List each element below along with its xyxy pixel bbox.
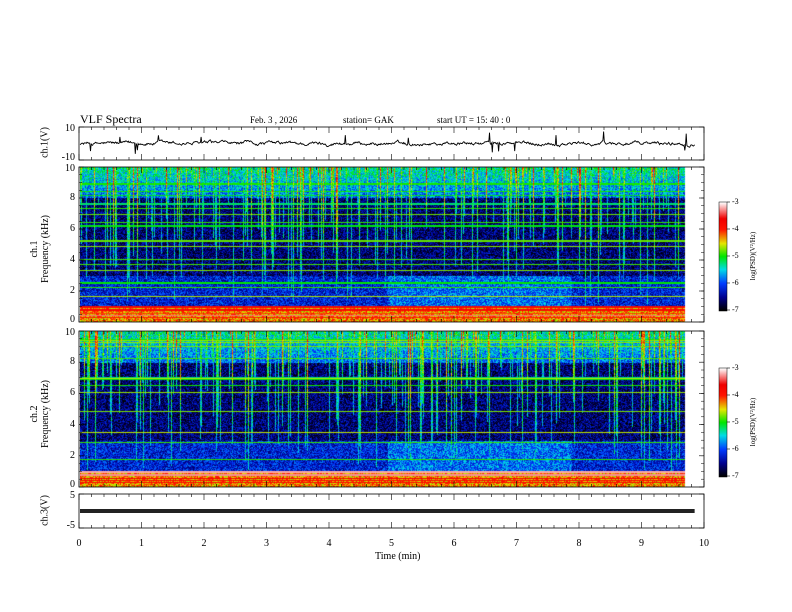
colorbar-tick-label: -4	[732, 224, 739, 233]
colorbar-tick-label: -3	[732, 197, 739, 206]
ch1-spectrogram	[80, 167, 694, 322]
ch1-colorbar	[719, 202, 727, 311]
station-label: station= GAK	[343, 115, 394, 125]
x-tick-label: 5	[389, 538, 394, 549]
ch2-spec-ylabel: ch.2 Frequency (kHz)	[29, 364, 51, 464]
ch1-colorbar-label: log(PSD)(V²/Hz)	[749, 231, 757, 281]
ch2-spectrogram	[80, 331, 694, 487]
colorbar-tick-label: -5	[732, 417, 739, 426]
ch2-spectrogram-y-tick-label: 6	[70, 387, 75, 399]
colorbar-frame	[718, 201, 728, 312]
x-tick-label: 0	[76, 538, 82, 549]
ch1-spectrogram-y-tick-label: 4	[70, 254, 75, 265]
colorbar-tick-label: -7	[732, 305, 739, 314]
ch1-waveform-y-tick-label: 10	[65, 123, 75, 134]
x-tick-label: 9	[639, 538, 644, 549]
ch1-spectrogram-y-tick-label: 0	[70, 314, 75, 325]
ch1-waveform-y-tick-label: -10	[61, 152, 75, 163]
ch1-spectrogram-frame	[78, 166, 705, 323]
colorbar-tick-label: -6	[732, 278, 739, 287]
ch1-spectrogram-y-tick-label: 8	[70, 192, 75, 203]
colorbar-tick-label: -5	[732, 251, 739, 260]
ch2-spectrogram-y-tick-label: 4	[70, 418, 75, 430]
colorbar-tick-label: -6	[732, 444, 739, 453]
ch3-ylabel: ch.3(V)	[39, 495, 51, 526]
ch2-spectrogram-frame	[78, 330, 705, 488]
ch1-spec-ylabel-top: ch.1	[29, 240, 40, 258]
ch2-colorbar	[719, 368, 727, 477]
ch2-spectrogram-y-tick-label: 0	[70, 479, 75, 490]
x-axis-label: Time (min)	[375, 551, 421, 562]
start-time-label: start UT = 15: 40 : 0	[437, 115, 511, 125]
x-tick-label: 2	[201, 538, 207, 549]
x-tick-label: 1	[139, 538, 144, 549]
ch2-spectrogram-y-tick-label: 2	[70, 449, 75, 461]
x-tick-label: 4	[326, 538, 332, 549]
ch1-spectrogram-y-tick-label: 2	[70, 285, 75, 296]
colorbar-frame	[718, 367, 728, 478]
ch2-spec-ylabel-freq: Frequency (kHz)	[40, 379, 51, 449]
ch2-spectrogram-y-tick-label: 8	[70, 356, 75, 368]
figure-title: VLF Spectra	[80, 112, 142, 126]
ch3-waveform-line	[80, 509, 695, 513]
ch1-spec-ylabel-freq: Frequency (kHz)	[40, 214, 51, 284]
ch1-spectrogram-y-tick-label: 6	[70, 223, 75, 234]
ch1-ylabel: ch.1(V)	[39, 127, 51, 158]
colorbar-tick-label: -3	[732, 363, 739, 372]
colorbar-tick-label: -4	[732, 390, 739, 399]
ch1-waveform-line	[79, 131, 695, 154]
x-tick-label: 10	[699, 538, 709, 549]
ch1-spec-ylabel: ch.1 Frequency (kHz)	[29, 199, 51, 299]
ch2-spectrogram-y-tick-label: 10	[65, 327, 75, 338]
ch3-waveform-y-tick-label: -5	[66, 520, 75, 531]
ch2-spec-ylabel-top: ch.2	[29, 405, 40, 423]
x-tick-label: 7	[514, 538, 519, 549]
date-label: Feb. 3 , 2026	[250, 115, 298, 125]
ch1-spectrogram-y-tick-label: 10	[65, 163, 75, 174]
ch2-colorbar-label: log(PSD)(V²/Hz)	[749, 397, 757, 447]
x-tick-label: 6	[451, 538, 457, 549]
x-tick-label: 3	[264, 538, 269, 549]
x-tick-label: 8	[576, 538, 582, 549]
ch3-waveform-y-tick-label: 5	[70, 490, 75, 501]
colorbar-tick-label: -7	[732, 471, 739, 480]
